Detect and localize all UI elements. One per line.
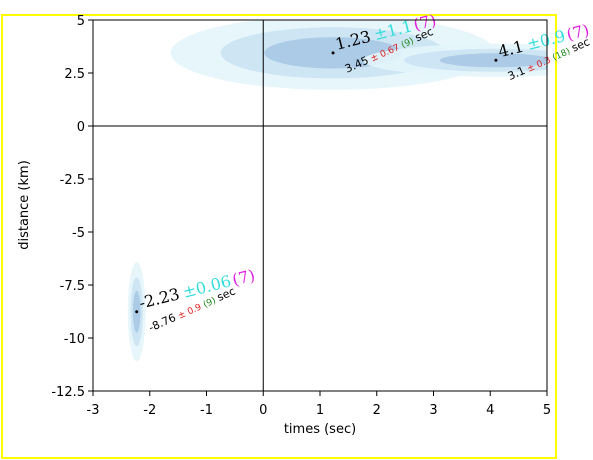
x-n: (7) — [230, 265, 257, 289]
plot-frame — [92, 19, 548, 392]
point — [135, 310, 139, 314]
ellipse-layer — [127, 20, 547, 362]
x-tick-label: 5 — [543, 403, 551, 418]
y-tick-label: 2.5 — [64, 67, 85, 82]
y-tick-label: -7.5 — [60, 279, 85, 294]
y-tick-label: 0 — [77, 120, 85, 135]
outer-frame — [1, 14, 557, 459]
x-tick-label: -2 — [143, 403, 156, 418]
label-line-1: 1.23±1.1(7) — [333, 10, 438, 53]
y-n: (9) — [400, 36, 416, 50]
y-tick-label: -12.5 — [51, 385, 85, 400]
uncertainty-ellipse — [439, 53, 547, 68]
y-tick-label: -5 — [72, 226, 85, 241]
x-n: (7) — [565, 20, 592, 44]
y-n: (9) — [202, 296, 218, 310]
y-tick-label: -10 — [64, 332, 85, 347]
y-axis-label: distance (km) — [17, 160, 32, 250]
x-n: (7) — [412, 10, 439, 34]
x-tick-label: 3 — [429, 403, 437, 418]
y-tick-label: -2.5 — [60, 173, 85, 188]
axes: -3 -2 -1 0 1 2 3 4 5-12.5-10-7.5-5-2.502.55-2.23… — [51, 10, 591, 418]
y-tick-label: 5 — [77, 14, 85, 29]
y-n: (18) — [551, 47, 572, 64]
y-err: ± 0.9 — [177, 302, 204, 321]
point — [331, 51, 335, 55]
y-value: -8.76 — [147, 311, 178, 334]
x-tick-label: 0 — [259, 403, 267, 418]
point — [494, 58, 498, 62]
x-tick-label: -3 — [87, 403, 100, 418]
x-tick-label: 1 — [316, 403, 324, 418]
x-axis-label: times (sec) — [284, 422, 356, 437]
x-tick-label: -1 — [200, 403, 213, 418]
x-tick-label: 4 — [486, 403, 494, 418]
x-tick-label: 2 — [373, 403, 381, 418]
